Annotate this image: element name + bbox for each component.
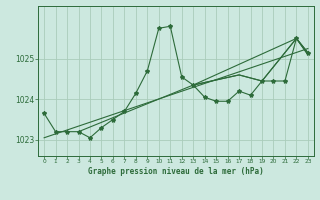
X-axis label: Graphe pression niveau de la mer (hPa): Graphe pression niveau de la mer (hPa) xyxy=(88,167,264,176)
